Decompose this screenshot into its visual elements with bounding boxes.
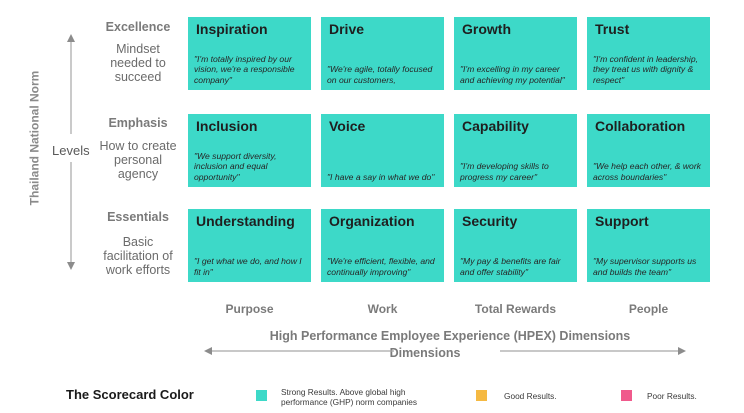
legend-text-poor: Poor Results. [647,391,697,401]
card-understanding: Understanding "I get what we do, and how… [188,209,311,282]
legend-text-line: Strong Results. Above global high [281,387,406,397]
column-label-total-rewards: Total Rewards [474,302,557,316]
card-quote: "I get what we do, and how I fit in" [194,256,302,277]
legend-swatch-poor [621,390,632,401]
level-desc-emphasis: How to create personal agency [92,139,184,181]
card-title: Drive [329,21,365,37]
card-title: Inclusion [196,118,258,134]
level-name-excellence: Excellence [105,20,171,34]
level-desc-line: succeed [114,70,162,84]
dimensions-subtitle: Dimensions [389,346,461,360]
arrow-head-down [67,262,75,270]
card-inclusion: Inclusion "We support diversity, inclusi… [188,114,311,187]
card-title: Inspiration [196,21,268,37]
level-desc-line: Basic [122,235,154,249]
horizontal-double-arrow [204,347,686,355]
level-name-emphasis: Emphasis [108,116,168,130]
level-desc-excellence: Mindset needed to succeed [92,42,184,84]
legend-swatch-strong [256,390,267,401]
card-quote: "We're efficient, flexible, and continua… [327,256,435,277]
legend-swatch-good [476,390,487,401]
card-title: Collaboration [595,118,686,134]
card-title: Organization [329,213,415,229]
card-title: Understanding [196,213,295,229]
side-title: Thailand National Norm [14,48,54,228]
level-desc-line: personal [114,153,162,167]
card-title: Trust [595,21,630,37]
card-quote: "We support diversity, inclusion and equ… [194,150,277,182]
level-name-essentials: Essentials [107,210,169,224]
column-label-work: Work [367,302,398,316]
level-desc-line: Mindset [116,42,160,56]
card-support: Support "My supervisor supports us and b… [587,209,710,282]
card-quote: "My pay & benefits are fair and offer st… [460,256,561,277]
card-title: Capability [462,118,529,134]
vertical-double-arrow [67,34,75,270]
levels-label: Levels [52,143,90,158]
card-drive: Drive "We're agile, totally focused on o… [321,17,444,90]
card-organization: Organization "We're efficient, flexible,… [321,209,444,282]
card-quote: "We're agile, totally focused on our cus… [327,64,433,85]
arrow-head-left [204,347,212,355]
card-quote: "We help each other, & work across bound… [593,161,701,182]
arrow-head-up [67,34,75,42]
card-voice: Voice "I have a say in what we do" [321,114,444,187]
level-desc-line: agency [117,167,159,181]
card-inspiration: Inspiration "I'm totally inspired by our… [188,17,311,90]
card-security: Security "My pay & benefits are fair and… [454,209,577,282]
card-quote: "I'm confident in leadership, they treat… [593,53,699,85]
card-trust: Trust "I'm confident in leadership, they… [587,17,710,90]
legend-title: The Scorecard Color [66,387,194,402]
card-quote: "I'm developing skills to progress my ca… [460,161,549,182]
legend-text-good: Good Results. [504,391,557,401]
level-desc-line: How to create [99,139,177,153]
card-title: Support [595,213,649,229]
card-growth: Growth "I'm excelling in my career and a… [454,17,577,90]
arrow-head-right [678,347,686,355]
level-desc-line: needed to [110,56,166,70]
column-label-people: People [628,302,669,316]
card-title: Security [462,213,518,229]
side-title-text: Thailand National Norm [27,70,41,206]
level-desc-line: work efforts [105,263,171,277]
legend-text-strong: Strong Results. Above global high perfor… [281,387,417,407]
column-label-purpose: Purpose [225,302,274,316]
card-title: Voice [329,118,366,134]
card-capability: Capability "I'm developing skills to pro… [454,114,577,187]
card-collaboration: Collaboration "We help each other, & wor… [587,114,710,187]
card-quote: "I'm totally inspired by our vision, we'… [194,53,295,85]
card-quote: "I have a say in what we do" [327,171,435,182]
dimensions-title: High Performance Employee Experience (HP… [269,329,631,343]
legend-text-line: performance (GHP) norm companies [281,397,418,407]
level-desc-line: facilitation of [103,249,173,263]
card-quote: "I'm excelling in my career and achievin… [460,64,565,85]
level-desc-essentials: Basic facilitation of work efforts [92,235,184,277]
card-quote: "My supervisor supports us and builds th… [593,256,697,277]
card-title: Growth [462,21,511,37]
